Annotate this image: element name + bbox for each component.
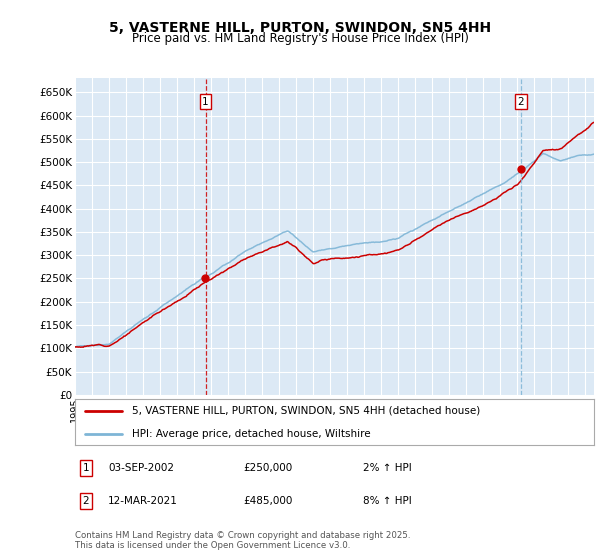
Text: Contains HM Land Registry data © Crown copyright and database right 2025.
This d: Contains HM Land Registry data © Crown c… [75, 530, 410, 550]
Text: 2: 2 [82, 496, 89, 506]
Text: 8% ↑ HPI: 8% ↑ HPI [363, 496, 412, 506]
Text: 1: 1 [82, 463, 89, 473]
Text: £485,000: £485,000 [243, 496, 292, 506]
Text: Price paid vs. HM Land Registry's House Price Index (HPI): Price paid vs. HM Land Registry's House … [131, 32, 469, 45]
Text: £250,000: £250,000 [243, 463, 292, 473]
Text: 5, VASTERNE HILL, PURTON, SWINDON, SN5 4HH (detached house): 5, VASTERNE HILL, PURTON, SWINDON, SN5 4… [132, 406, 481, 416]
Text: 03-SEP-2002: 03-SEP-2002 [108, 463, 174, 473]
Text: 5, VASTERNE HILL, PURTON, SWINDON, SN5 4HH: 5, VASTERNE HILL, PURTON, SWINDON, SN5 4… [109, 21, 491, 35]
Text: 2: 2 [518, 97, 524, 106]
Text: 2% ↑ HPI: 2% ↑ HPI [363, 463, 412, 473]
Text: 12-MAR-2021: 12-MAR-2021 [108, 496, 178, 506]
Text: 1: 1 [202, 97, 209, 106]
Text: HPI: Average price, detached house, Wiltshire: HPI: Average price, detached house, Wilt… [132, 429, 371, 438]
